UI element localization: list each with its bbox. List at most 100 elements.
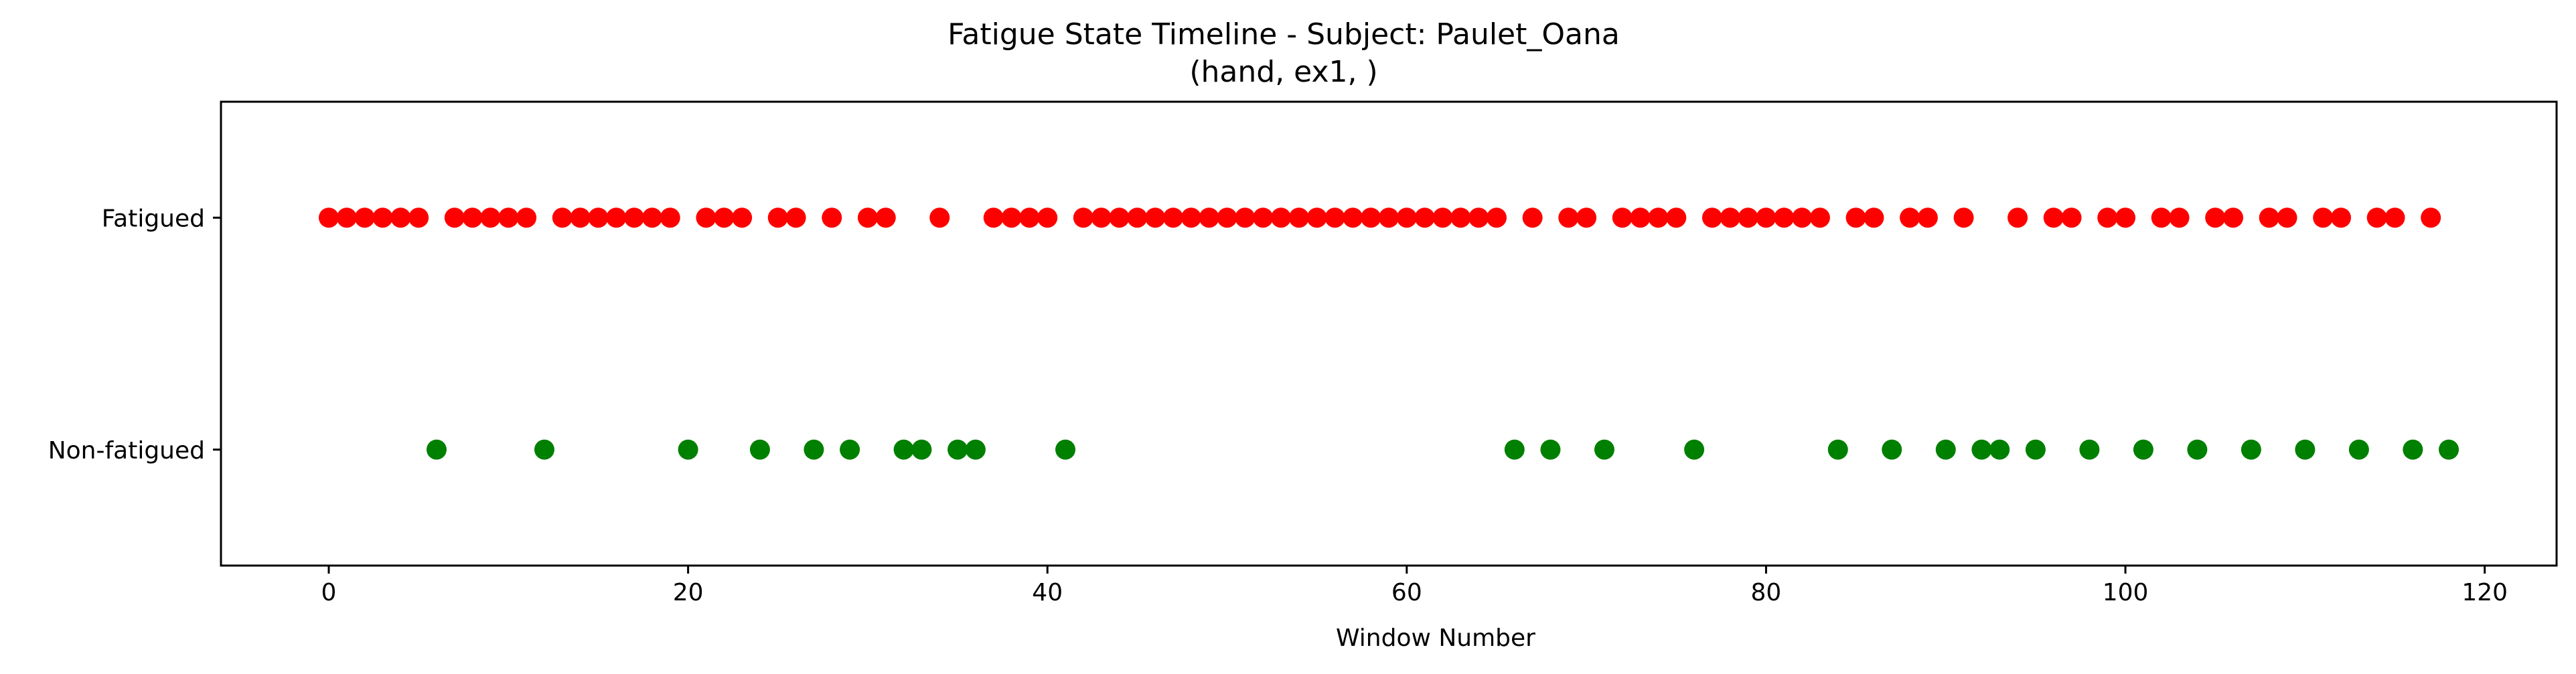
- fatigued-point-20: [732, 207, 753, 228]
- fatigued-point-44: [1306, 207, 1327, 228]
- fatigued-point-4: [390, 207, 411, 228]
- fatigued-point-22: [785, 207, 806, 228]
- non-fatigued-point-4: [804, 439, 824, 460]
- fatigued-point-79: [2151, 207, 2172, 228]
- fatigued-point-19: [714, 207, 735, 228]
- non-fatigued-point-26: [2348, 439, 2369, 460]
- x-tick-label: 0: [321, 579, 337, 606]
- non-fatigued-point-22: [2133, 439, 2153, 460]
- non-fatigued-point-1: [534, 439, 554, 460]
- fatigued-point-74: [2007, 207, 2028, 228]
- fatigued-point-32: [1091, 207, 1112, 228]
- fatigued-point-45: [1324, 207, 1345, 228]
- non-fatigued-point-3: [749, 439, 770, 460]
- non-fatigued-point-8: [948, 439, 968, 460]
- fatigued-point-68: [1809, 207, 1830, 228]
- fatigued-point-86: [2331, 207, 2352, 228]
- fatigued-point-66: [1774, 207, 1795, 228]
- fatigued-point-23: [822, 207, 842, 228]
- fatigued-point-10: [516, 207, 537, 228]
- fatigued-point-26: [929, 207, 950, 228]
- non-fatigued-point-24: [2241, 439, 2261, 460]
- fatigued-point-39: [1217, 207, 1237, 228]
- non-fatigued-point-13: [1594, 439, 1614, 460]
- fatigued-point-28: [1001, 207, 1022, 228]
- fatigued-point-6: [444, 207, 465, 228]
- non-fatigued-point-17: [1935, 439, 1956, 460]
- non-fatigued-point-25: [2295, 439, 2316, 460]
- axes-frame: [220, 100, 2558, 567]
- fatigued-point-75: [2043, 207, 2064, 228]
- fatigued-point-50: [1414, 207, 1435, 228]
- fatigued-point-64: [1738, 207, 1758, 228]
- non-fatigued-point-19: [1989, 439, 2010, 460]
- non-fatigued-point-21: [2079, 439, 2100, 460]
- non-fatigued-point-27: [2403, 439, 2423, 460]
- fatigued-point-24: [857, 207, 878, 228]
- fatigued-point-2: [354, 207, 375, 228]
- fatigued-point-85: [2313, 207, 2334, 228]
- fatigued-point-54: [1486, 207, 1507, 228]
- fatigued-point-31: [1073, 207, 1093, 228]
- fatigued-point-53: [1468, 207, 1489, 228]
- chart-subtitle: (hand, ex1, ): [1189, 55, 1377, 89]
- x-tick-label: 60: [1391, 579, 1422, 606]
- non-fatigued-point-23: [2187, 439, 2208, 460]
- fatigued-point-49: [1396, 207, 1417, 228]
- fatigued-point-42: [1271, 207, 1292, 228]
- fatigued-point-62: [1701, 207, 1722, 228]
- fatigued-point-52: [1450, 207, 1471, 228]
- fatigued-point-81: [2205, 207, 2226, 228]
- fatigued-point-3: [372, 207, 393, 228]
- fatigued-point-61: [1666, 207, 1687, 228]
- non-fatigued-point-14: [1684, 439, 1705, 460]
- fatigued-point-0: [318, 207, 339, 228]
- fatigued-point-84: [2277, 207, 2297, 228]
- fatigued-point-51: [1432, 207, 1453, 228]
- fatigued-point-88: [2384, 207, 2405, 228]
- fatigued-point-72: [1917, 207, 1938, 228]
- fatigued-point-70: [1864, 207, 1884, 228]
- fatigued-point-34: [1127, 207, 1148, 228]
- non-fatigued-point-28: [2439, 439, 2459, 460]
- y-axis: Fatigued Non-fatigued: [48, 205, 221, 465]
- x-tick-label: 120: [2461, 579, 2508, 606]
- non-fatigued-point-11: [1504, 439, 1525, 460]
- fatigued-point-8: [480, 207, 501, 228]
- non-fatigued-point-12: [1540, 439, 1561, 460]
- non-fatigued-point-16: [1882, 439, 1902, 460]
- fatigued-point-71: [1900, 207, 1920, 228]
- non-fatigued-point-5: [840, 439, 860, 460]
- fatigued-point-87: [2366, 207, 2387, 228]
- x-tick-label: 40: [1032, 579, 1063, 606]
- fatigued-point-60: [1648, 207, 1669, 228]
- non-fatigued-point-2: [678, 439, 698, 460]
- fatigued-point-35: [1145, 207, 1166, 228]
- fatigued-point-73: [1953, 207, 1974, 228]
- fatigued-point-58: [1612, 207, 1633, 228]
- y-tick-label: Non-fatigued: [48, 437, 205, 465]
- fatigued-point-41: [1253, 207, 1274, 228]
- fatigued-point-25: [875, 207, 896, 228]
- fatigued-point-21: [767, 207, 788, 228]
- fatigued-point-46: [1343, 207, 1363, 228]
- y-tick-label: Fatigued: [102, 205, 205, 232]
- fatigued-point-63: [1720, 207, 1740, 228]
- x-tick-label: 80: [1751, 579, 1782, 606]
- fatigued-point-47: [1361, 207, 1381, 228]
- fatigued-point-15: [624, 207, 645, 228]
- fatigued-point-56: [1558, 207, 1579, 228]
- non-fatigued-point-18: [1971, 439, 1992, 460]
- fatigued-point-33: [1109, 207, 1130, 228]
- x-tick-label: 20: [673, 579, 704, 606]
- fatigued-point-18: [696, 207, 716, 228]
- fatigued-point-83: [2259, 207, 2279, 228]
- non-fatigued-point-10: [1055, 439, 1076, 460]
- fatigued-point-59: [1630, 207, 1651, 228]
- non-fatigued-point-6: [893, 439, 914, 460]
- fatigued-point-57: [1576, 207, 1597, 228]
- fatigued-point-69: [1845, 207, 1866, 228]
- x-axis: 0 20 40 60 80 100 120: [321, 566, 2508, 606]
